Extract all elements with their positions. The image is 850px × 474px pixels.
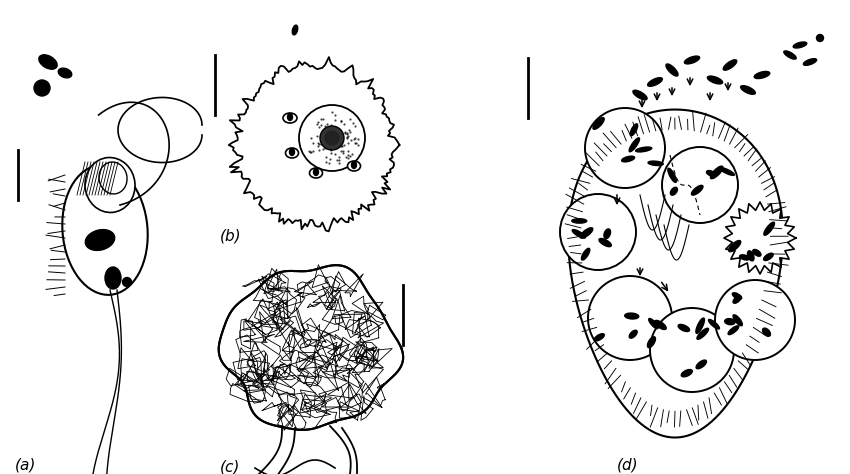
Polygon shape: [229, 57, 400, 231]
Ellipse shape: [747, 251, 754, 261]
Ellipse shape: [696, 318, 705, 333]
Ellipse shape: [99, 162, 127, 194]
Circle shape: [650, 308, 734, 392]
Ellipse shape: [625, 313, 638, 319]
Ellipse shape: [572, 229, 586, 238]
Ellipse shape: [668, 168, 677, 182]
Ellipse shape: [697, 328, 709, 339]
Ellipse shape: [740, 255, 750, 260]
Polygon shape: [724, 202, 796, 274]
Ellipse shape: [325, 131, 339, 145]
Text: (a): (a): [15, 458, 37, 473]
Ellipse shape: [59, 68, 71, 78]
Ellipse shape: [754, 72, 770, 79]
Ellipse shape: [733, 296, 741, 303]
Ellipse shape: [309, 168, 322, 178]
Ellipse shape: [666, 64, 678, 76]
Ellipse shape: [762, 328, 770, 337]
Ellipse shape: [122, 277, 132, 286]
Ellipse shape: [286, 148, 298, 158]
Ellipse shape: [784, 51, 796, 59]
Ellipse shape: [684, 56, 700, 64]
Ellipse shape: [728, 240, 740, 252]
Ellipse shape: [352, 162, 356, 168]
Ellipse shape: [709, 319, 719, 329]
Ellipse shape: [34, 80, 50, 96]
Ellipse shape: [572, 219, 586, 223]
Ellipse shape: [764, 222, 774, 235]
Ellipse shape: [348, 161, 360, 171]
Ellipse shape: [763, 253, 774, 261]
Ellipse shape: [648, 78, 662, 86]
Ellipse shape: [283, 113, 297, 123]
Ellipse shape: [728, 326, 739, 335]
Circle shape: [560, 194, 636, 270]
Ellipse shape: [711, 166, 722, 179]
Ellipse shape: [599, 238, 611, 246]
Ellipse shape: [793, 42, 807, 48]
Ellipse shape: [733, 315, 742, 326]
Ellipse shape: [733, 293, 742, 299]
Circle shape: [585, 108, 665, 188]
Ellipse shape: [636, 147, 652, 152]
Ellipse shape: [39, 55, 57, 69]
Circle shape: [715, 280, 795, 360]
Ellipse shape: [581, 228, 592, 238]
Ellipse shape: [706, 171, 715, 176]
Ellipse shape: [581, 248, 590, 260]
Text: (c): (c): [220, 460, 241, 474]
Ellipse shape: [740, 86, 756, 94]
Ellipse shape: [723, 60, 737, 70]
Ellipse shape: [649, 319, 658, 328]
Ellipse shape: [707, 76, 722, 84]
Ellipse shape: [817, 35, 824, 42]
Ellipse shape: [719, 167, 734, 175]
Ellipse shape: [105, 267, 121, 289]
Ellipse shape: [85, 229, 115, 250]
Circle shape: [662, 147, 738, 223]
Circle shape: [299, 105, 365, 171]
Ellipse shape: [314, 168, 319, 175]
Text: (b): (b): [220, 228, 241, 243]
Text: (d): (d): [617, 457, 638, 472]
Ellipse shape: [630, 124, 638, 136]
Ellipse shape: [604, 229, 610, 238]
Circle shape: [320, 126, 344, 150]
Polygon shape: [569, 109, 783, 438]
Ellipse shape: [678, 324, 689, 331]
Ellipse shape: [648, 161, 663, 165]
Ellipse shape: [633, 90, 647, 100]
Polygon shape: [218, 265, 403, 430]
Ellipse shape: [753, 249, 761, 256]
Ellipse shape: [287, 113, 292, 120]
Ellipse shape: [290, 148, 294, 155]
Ellipse shape: [725, 319, 735, 325]
Circle shape: [588, 276, 672, 360]
Ellipse shape: [85, 157, 135, 212]
Ellipse shape: [654, 320, 666, 329]
Ellipse shape: [681, 370, 692, 377]
Ellipse shape: [593, 118, 604, 129]
Ellipse shape: [671, 187, 677, 195]
Ellipse shape: [292, 25, 298, 35]
Ellipse shape: [62, 165, 148, 295]
Ellipse shape: [629, 330, 638, 338]
Ellipse shape: [621, 156, 635, 162]
Ellipse shape: [696, 360, 706, 369]
Ellipse shape: [648, 337, 655, 347]
Ellipse shape: [691, 185, 703, 195]
Ellipse shape: [803, 59, 817, 65]
Ellipse shape: [594, 334, 604, 341]
Ellipse shape: [629, 138, 639, 152]
